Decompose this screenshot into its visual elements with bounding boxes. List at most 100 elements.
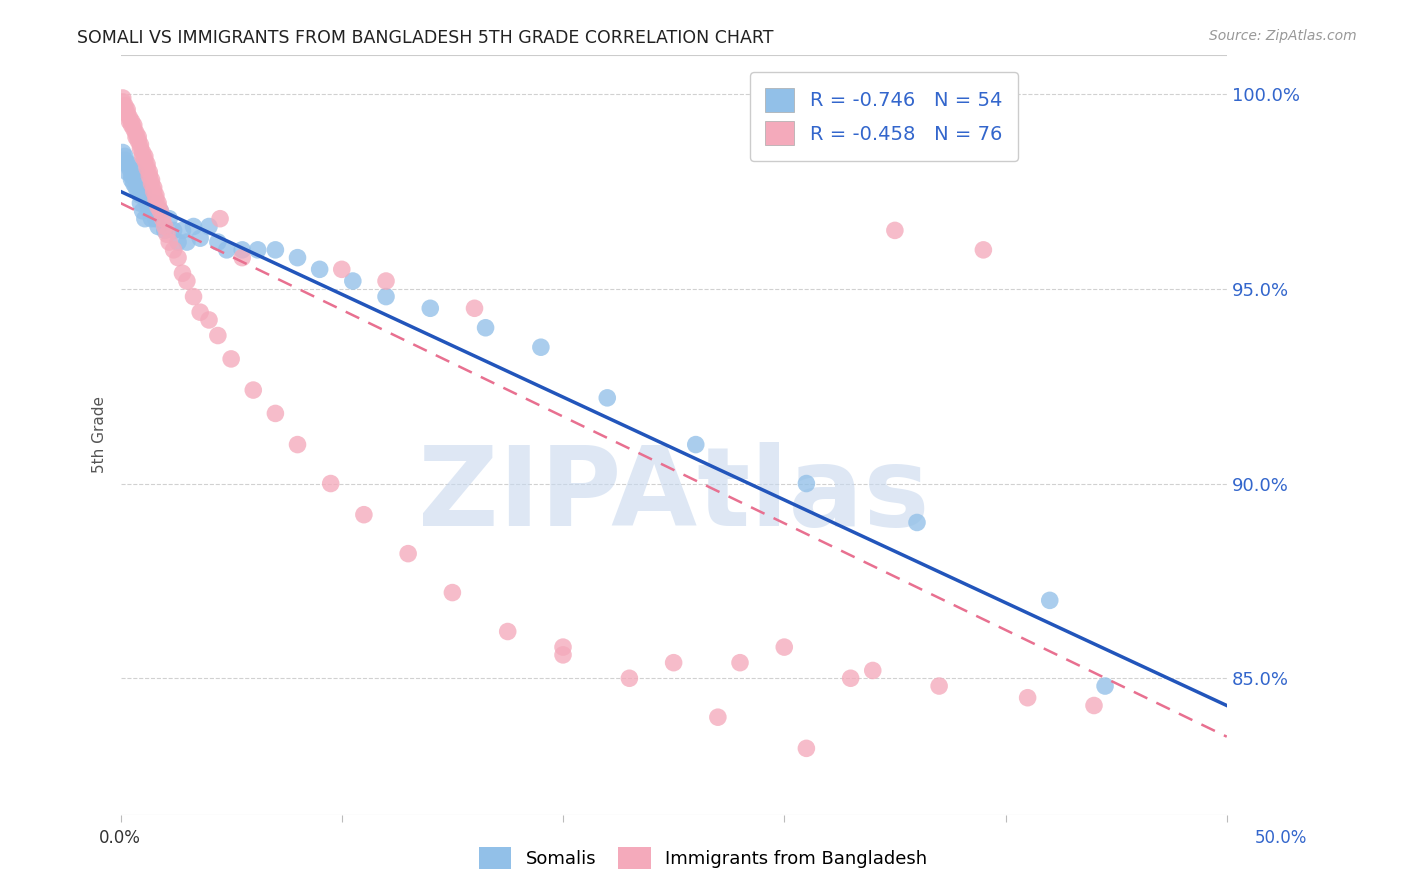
Point (188, 305, 211, 319)
Point (125, 130, 148, 145)
Point (121, 173, 143, 187)
Point (375, 274, 398, 288)
Point (111, 91, 134, 105)
Point (131, 145, 153, 160)
Point (141, 173, 163, 187)
Point (198, 219, 221, 234)
Point (231, 251, 253, 265)
Point (246, 243, 269, 257)
Point (114, 99, 136, 113)
Point (176, 274, 198, 288)
Y-axis label: 5th Grade: 5th Grade (93, 396, 107, 474)
Point (972, 243, 994, 257)
Point (152, 211, 174, 226)
Point (928, 679, 950, 693)
Point (134, 153, 156, 168)
Point (118, 114, 141, 128)
Point (134, 149, 156, 163)
Point (862, 664, 884, 678)
Point (121, 169, 143, 183)
Point (136, 196, 159, 211)
Point (146, 219, 169, 234)
Point (125, 180, 148, 194)
Point (136, 157, 159, 171)
Point (551, 640, 574, 654)
Point (122, 122, 145, 136)
Point (728, 656, 751, 670)
Point (138, 203, 160, 218)
Point (114, 149, 136, 163)
Point (167, 235, 190, 249)
Point (551, 648, 574, 662)
Point (122, 177, 145, 191)
Point (596, 391, 619, 405)
Point (198, 313, 221, 327)
Point (215, 243, 238, 257)
Point (209, 211, 232, 226)
Point (131, 185, 153, 199)
Point (530, 340, 553, 354)
Point (264, 243, 287, 257)
Point (1039, 593, 1062, 607)
Point (111, 95, 134, 109)
Point (118, 157, 141, 171)
Point (167, 251, 190, 265)
Point (115, 165, 138, 179)
Point (115, 103, 138, 117)
Point (146, 200, 169, 214)
Point (142, 196, 165, 211)
Point (127, 134, 149, 148)
Point (207, 328, 229, 343)
Text: Source: ZipAtlas.com: Source: ZipAtlas.com (1209, 29, 1357, 44)
Point (145, 192, 167, 206)
Point (242, 383, 264, 397)
Point (127, 185, 149, 199)
Point (375, 290, 398, 304)
Point (796, 741, 818, 756)
Point (149, 203, 172, 218)
Point (796, 476, 818, 491)
Point (129, 137, 152, 152)
Point (115, 106, 138, 120)
Point (129, 142, 152, 156)
Text: SOMALI VS IMMIGRANTS FROM BANGLADESH 5TH GRADE CORRELATION CHART: SOMALI VS IMMIGRANTS FROM BANGLADESH 5TH… (77, 29, 773, 47)
Point (1083, 698, 1105, 713)
Text: 50.0%: 50.0% (1256, 829, 1308, 847)
Legend: Somalis, Immigrants from Bangladesh: Somalis, Immigrants from Bangladesh (471, 839, 935, 876)
Point (496, 624, 519, 639)
Point (419, 301, 441, 316)
Point (183, 219, 205, 234)
Point (308, 262, 330, 277)
Point (287, 251, 309, 265)
Text: ZIPAtlas: ZIPAtlas (418, 442, 929, 549)
Point (114, 103, 136, 117)
Point (707, 710, 730, 724)
Point (207, 235, 229, 249)
Point (883, 223, 905, 237)
Point (122, 118, 145, 132)
Point (162, 223, 184, 237)
Point (172, 223, 194, 237)
Point (162, 243, 184, 257)
Point (131, 203, 153, 218)
Point (129, 188, 152, 202)
Point (114, 153, 136, 168)
Point (231, 243, 253, 257)
Point (773, 640, 796, 654)
Point (136, 161, 159, 175)
Point (396, 547, 419, 561)
Point (1017, 690, 1039, 705)
Point (121, 118, 143, 132)
Point (153, 223, 176, 237)
Point (188, 231, 211, 245)
Point (125, 165, 148, 179)
Point (115, 157, 138, 171)
Point (142, 185, 165, 199)
Point (129, 196, 152, 211)
Point (131, 149, 153, 163)
Point (353, 508, 375, 522)
Point (685, 437, 707, 451)
Point (172, 266, 194, 280)
Point (287, 437, 309, 451)
Point (134, 211, 156, 226)
